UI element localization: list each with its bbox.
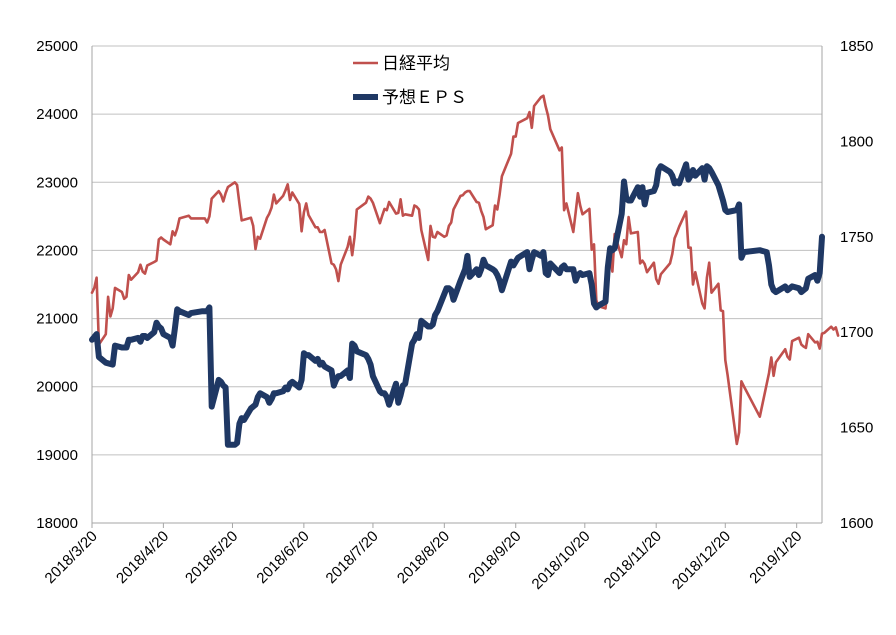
x-tick-label: 2018/5/20 bbox=[182, 528, 241, 587]
axes: 18000 19000 20000 21000 22000 23000 24000 25000… bbox=[36, 38, 873, 593]
y-left-tick-label: 20000 bbox=[36, 379, 78, 396]
y-left-tick-label: 22000 bbox=[36, 242, 78, 259]
y-right-tick-label: 1850 bbox=[840, 38, 873, 55]
y-right-tick-label: 1650 bbox=[840, 420, 873, 437]
y-right-tick-label: 1750 bbox=[840, 229, 873, 246]
x-tick-label: 2018/11/20 bbox=[601, 528, 665, 592]
legend-eps-label: 予想ＥＰＳ bbox=[382, 88, 467, 107]
series-lines bbox=[89, 94, 840, 448]
eps-line bbox=[89, 161, 825, 448]
x-tick-label: 2018/12/20 bbox=[669, 528, 734, 593]
y-right-tick-label: 1700 bbox=[840, 324, 873, 341]
nikkei-line bbox=[90, 94, 840, 446]
x-tick-label: 2018/10/20 bbox=[529, 528, 594, 593]
x-tick-label: 2018/8/20 bbox=[394, 528, 453, 587]
x-tick-label: 2018/4/20 bbox=[113, 528, 172, 587]
y-right-tick-label: 1800 bbox=[840, 133, 873, 150]
x-tick-label: 2018/3/20 bbox=[42, 528, 101, 587]
y-left-tick-label: 25000 bbox=[36, 38, 78, 55]
y-left-tick-label: 18000 bbox=[36, 515, 78, 532]
legend-nikkei-label: 日経平均 bbox=[382, 54, 450, 73]
x-tick-label: 2018/7/20 bbox=[323, 528, 382, 587]
y-left-tick-label: 23000 bbox=[36, 174, 78, 191]
y-left-tick-label: 24000 bbox=[36, 106, 78, 123]
x-tick-label: 2018/6/20 bbox=[253, 528, 312, 587]
x-tick-label: 2019/1/20 bbox=[746, 528, 805, 587]
x-tick-label: 2018/9/20 bbox=[465, 528, 524, 587]
y-right-tick-label: 1600 bbox=[840, 515, 873, 532]
y-left-tick-label: 21000 bbox=[36, 311, 78, 328]
y-left-tick-label: 19000 bbox=[36, 447, 78, 464]
